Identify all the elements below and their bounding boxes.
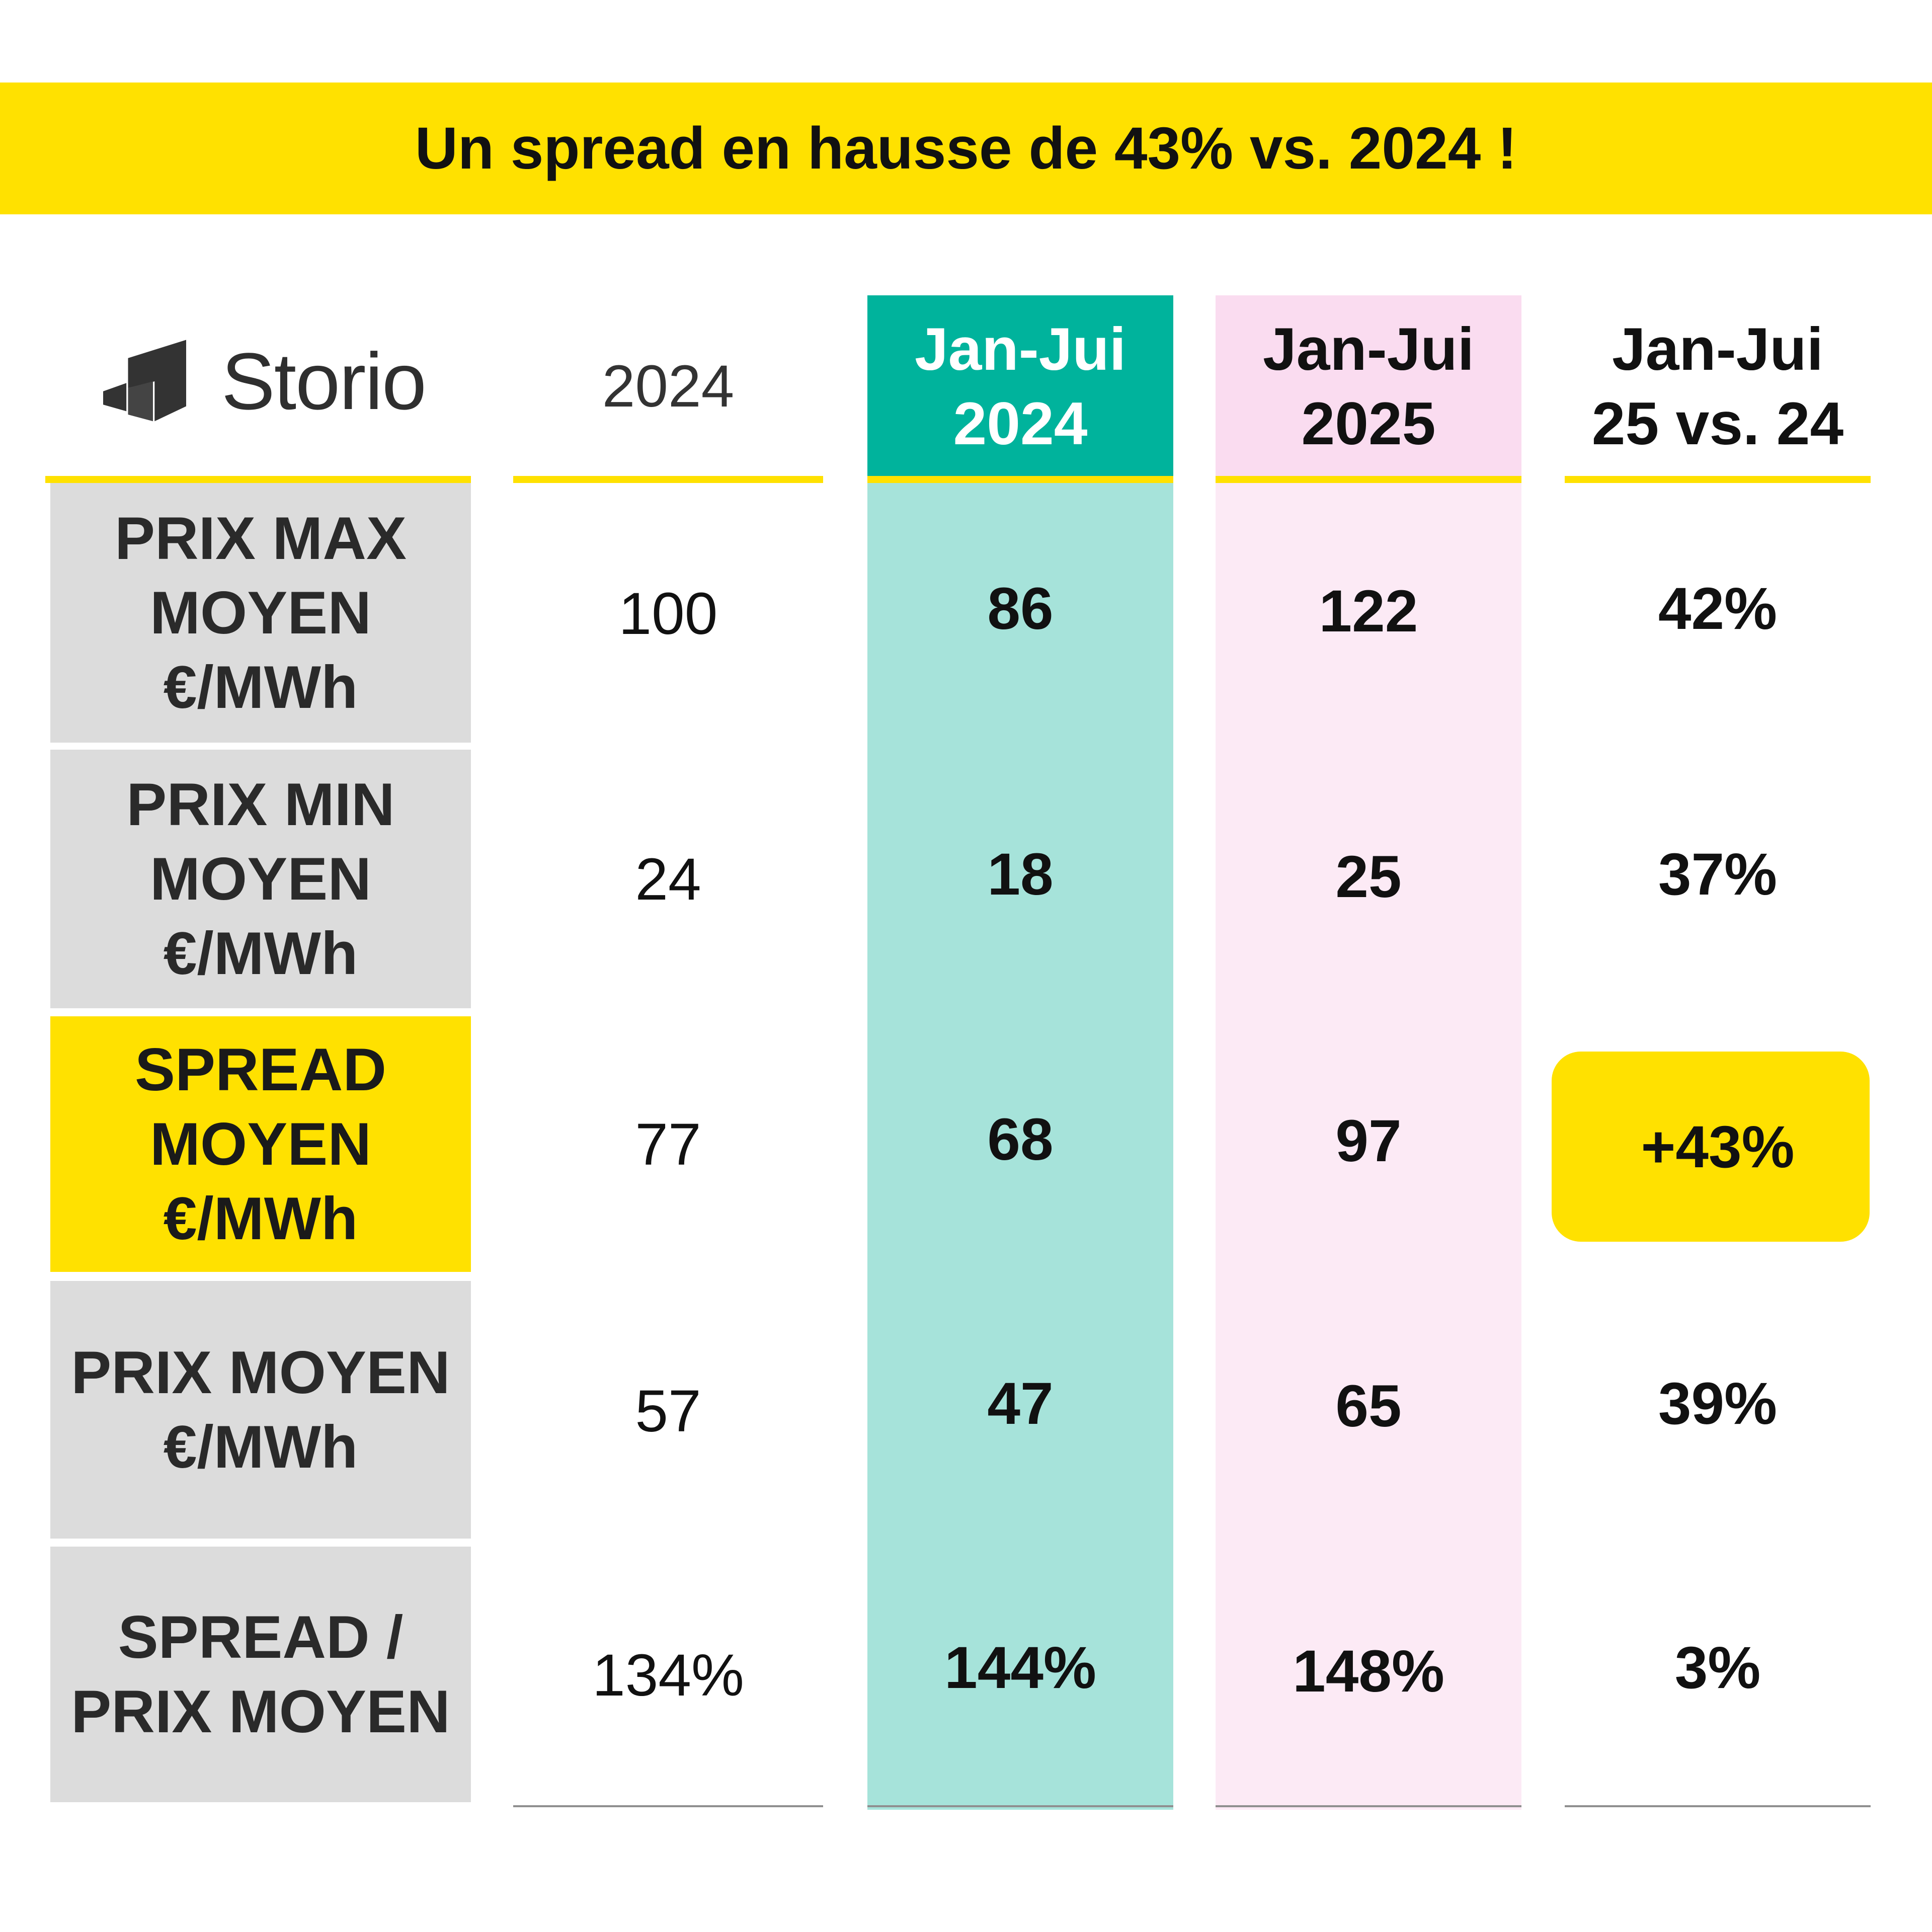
row-label-line: SPREAD	[134, 1036, 387, 1103]
value-cell: 134%	[592, 1642, 744, 1709]
value-cell: 86	[987, 576, 1054, 642]
value-cell: 77	[635, 1111, 701, 1178]
bottom-rule	[1565, 1805, 1871, 1807]
bottom-rule	[513, 1805, 823, 1807]
value-cell: 65	[1335, 1373, 1402, 1439]
storio-logo-text: Storio	[221, 336, 427, 426]
value-cell: 3%	[1674, 1635, 1761, 1701]
teal-column-bg	[867, 295, 1173, 1810]
header-underline	[45, 476, 471, 483]
pink-column-header-bg	[1216, 295, 1521, 477]
row-label-line: SPREAD /	[118, 1603, 404, 1671]
value-cell: 148%	[1293, 1638, 1444, 1705]
header-underline	[513, 476, 823, 483]
value-cell: 18	[987, 841, 1054, 908]
header-underline	[867, 476, 1173, 483]
value-cell: 47	[987, 1371, 1054, 1437]
column-header-line1: Jan-Jui	[1262, 315, 1475, 383]
value-cell: 57	[635, 1378, 701, 1444]
column-header-line2: 2024	[953, 390, 1088, 457]
column-header-2024-text: 2024	[602, 353, 735, 420]
value-cell: 37%	[1658, 841, 1778, 908]
row-label-line: MOYEN	[149, 579, 372, 647]
column-header-line2: 25 vs. 24	[1591, 390, 1844, 457]
row-label-spread-ratio: SPREAD / PRIX MOYEN	[50, 1547, 471, 1802]
row-label-line: PRIX MOYEN	[71, 1678, 450, 1745]
storio-logo: Storio	[103, 336, 427, 426]
row-label-prix-moyen: PRIX MOYEN €/MWh	[50, 1281, 471, 1539]
value-cell: 97	[1335, 1108, 1402, 1174]
row-label-line: PRIX MOYEN	[71, 1339, 450, 1406]
value-cell: 25	[1335, 844, 1402, 910]
value-cell: 144%	[944, 1635, 1096, 1701]
teal-column-header-bg	[867, 295, 1173, 477]
row-label-line: €/MWh	[163, 1413, 358, 1481]
row-label-line: MOYEN	[149, 845, 372, 913]
column-header-line1: Jan-Jui	[1612, 315, 1824, 383]
row-label-spread: SPREAD MOYEN €/MWh	[50, 1016, 471, 1272]
row-label-line: PRIX MAX	[114, 505, 407, 572]
storio-logo-icon	[103, 340, 186, 421]
value-cell: 42%	[1658, 576, 1778, 642]
column-header-jan-jui-2024: Jan-Jui 2024	[867, 295, 1173, 477]
column-header-variation: Jan-Jui 25 vs. 24	[1565, 295, 1871, 477]
headline-banner: Un spread en hausse de 43% vs. 2024 !	[0, 83, 1932, 214]
pink-column-bg	[1216, 295, 1521, 1810]
row-label-prix-min: PRIX MIN MOYEN €/MWh	[50, 750, 471, 1008]
row-label-line: €/MWh	[163, 1185, 358, 1252]
value-cell: 24	[635, 846, 701, 913]
value-cell-highlight: +43%	[1641, 1114, 1795, 1180]
row-label-line: MOYEN	[149, 1110, 372, 1178]
value-cell: 122	[1319, 578, 1418, 645]
header-underline	[1216, 476, 1521, 483]
header-underline	[1565, 476, 1871, 483]
row-label-line: PRIX MIN	[126, 771, 395, 838]
value-cell: 100	[618, 581, 718, 647]
value-cell: 39%	[1658, 1371, 1778, 1437]
headline-text: Un spread en hausse de 43% vs. 2024 !	[415, 115, 1517, 182]
column-header-line2: 2025	[1301, 390, 1436, 457]
column-header-2024: 2024	[513, 295, 823, 477]
highlight-pill	[1552, 1052, 1870, 1242]
column-header-line1: Jan-Jui	[914, 315, 1126, 383]
column-header-jan-jui-2025: Jan-Jui 2025	[1216, 295, 1521, 477]
value-cell: 68	[987, 1106, 1054, 1173]
row-label-prix-max: PRIX MAX MOYEN €/MWh	[50, 483, 471, 743]
bottom-rule	[1216, 1805, 1521, 1807]
row-label-line: €/MWh	[163, 920, 358, 987]
bottom-rule	[867, 1805, 1173, 1807]
row-label-line: €/MWh	[163, 654, 358, 721]
